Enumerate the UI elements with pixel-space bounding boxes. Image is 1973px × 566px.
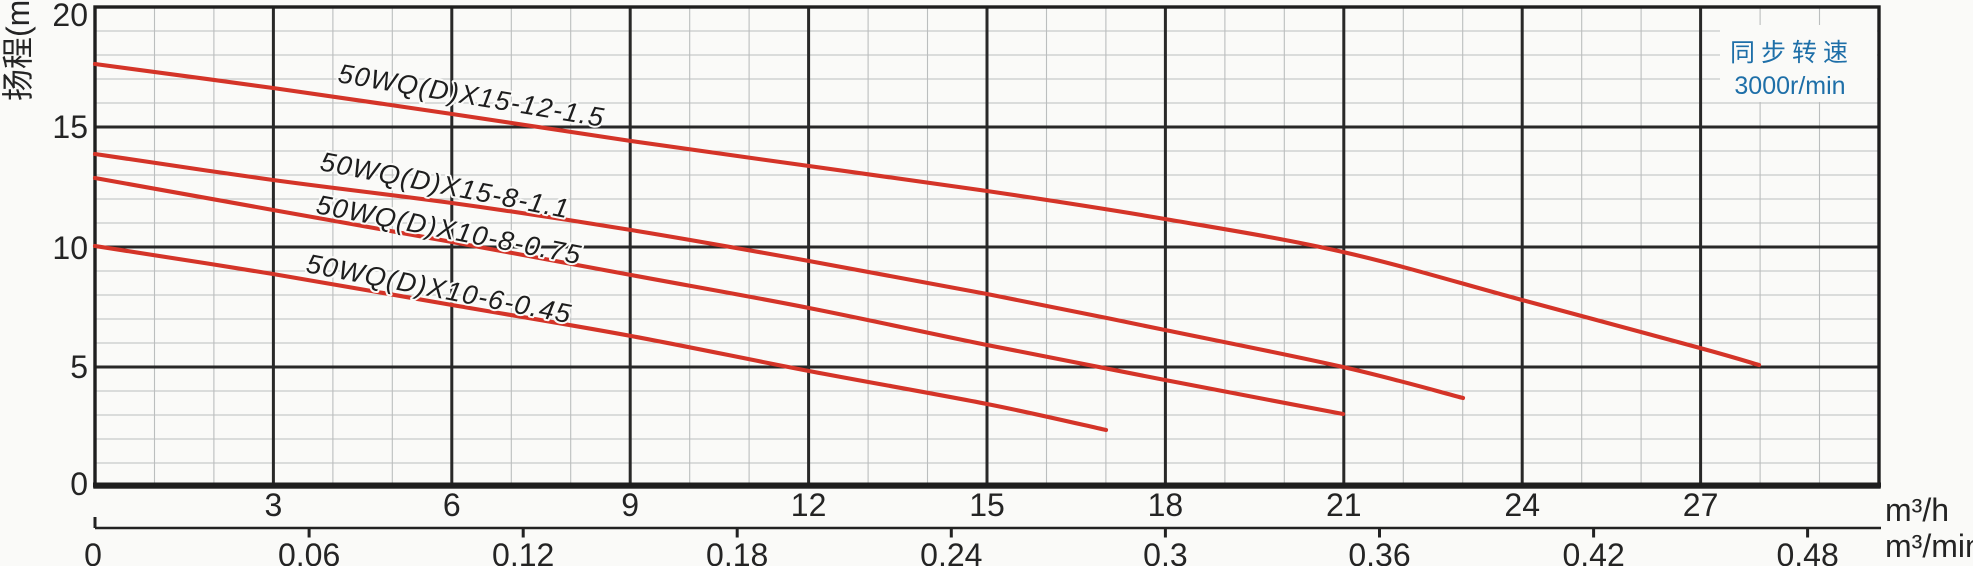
svg-text:0.12: 0.12 [492, 537, 554, 566]
svg-text:12: 12 [791, 487, 827, 523]
svg-text:扬程(m): 扬程(m) [0, 0, 36, 101]
svg-text:9: 9 [621, 487, 639, 523]
svg-text:50WQ(D)X15-12-1.5: 50WQ(D)X15-12-1.5 [336, 58, 607, 133]
svg-text:15: 15 [969, 487, 1005, 523]
svg-text:同步转速: 同步转速 [1730, 39, 1854, 67]
svg-text:20: 20 [52, 0, 88, 33]
svg-text:18: 18 [1148, 487, 1184, 523]
svg-text:0.42: 0.42 [1562, 537, 1624, 566]
svg-text:15: 15 [52, 109, 88, 145]
svg-text:0.18: 0.18 [706, 537, 768, 566]
svg-text:3000r/min: 3000r/min [1734, 72, 1845, 100]
svg-text:0: 0 [84, 537, 102, 566]
svg-text:5: 5 [70, 349, 88, 385]
svg-text:0.3: 0.3 [1143, 537, 1187, 566]
svg-text:6: 6 [443, 487, 461, 523]
svg-text:10: 10 [52, 230, 88, 266]
svg-text:0: 0 [70, 466, 88, 502]
svg-text:24: 24 [1504, 487, 1540, 523]
svg-text:3: 3 [265, 487, 283, 523]
svg-text:m³/h: m³/h [1885, 492, 1949, 528]
svg-text:0.48: 0.48 [1776, 537, 1838, 566]
svg-text:0.06: 0.06 [278, 537, 340, 566]
svg-text:0.24: 0.24 [920, 537, 982, 566]
svg-text:27: 27 [1683, 487, 1719, 523]
svg-text:21: 21 [1326, 487, 1362, 523]
svg-text:0.36: 0.36 [1348, 537, 1410, 566]
svg-text:m³/min: m³/min [1885, 528, 1973, 564]
